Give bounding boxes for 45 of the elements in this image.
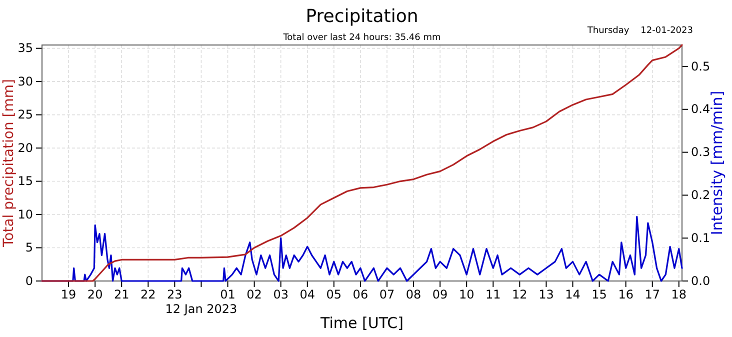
y2-axis-title: Intensity [mm/min] <box>708 90 726 236</box>
x-tick-label: 09 <box>432 288 448 302</box>
y2-tick-label: 0.4 <box>691 102 710 116</box>
x-tick-label: 12 <box>512 288 528 302</box>
x-tick-label: 05 <box>326 288 342 302</box>
y-tick-label: 20 <box>18 140 33 155</box>
x-tick-label: 02 <box>246 288 262 302</box>
y2-tick-label: 0.3 <box>691 145 710 160</box>
x-tick-label: 13 <box>538 288 554 302</box>
x-tick-label: 03 <box>273 288 288 302</box>
x-tick-label: 17 <box>644 288 660 302</box>
y2-tick-label: 0.1 <box>691 230 710 245</box>
x-tick-label: 15 <box>592 288 607 302</box>
y2-tick-label: 0.2 <box>691 188 710 202</box>
x-tick-label: 06 <box>352 288 368 302</box>
x-tick-label: 19 <box>60 288 76 302</box>
text: Thursday 12-01-2023 <box>586 26 693 36</box>
line-series <box>41 44 683 282</box>
y-tick-label: 0 <box>25 274 33 288</box>
x-tick-label: 01 <box>220 288 236 302</box>
x-tick-label: 16 <box>618 288 634 302</box>
y-tick-label: 25 <box>18 108 33 122</box>
text: 12 Jan 2023 <box>165 302 238 316</box>
x-axis-title: Time [UTC] <box>320 314 404 332</box>
x-tick-label: 04 <box>300 288 316 302</box>
y-tick-label: 10 <box>18 207 33 222</box>
x-tick-label: 08 <box>406 288 422 302</box>
x-tick-label: 18 <box>671 288 687 302</box>
y-tick-label: 5 <box>25 240 33 255</box>
y-tick-label: 35 <box>18 41 33 56</box>
y-axis-title: Total precipitation [mm] <box>1 79 17 248</box>
y2-tick-label: 0.0 <box>691 274 710 288</box>
y-tick-label: 15 <box>18 174 33 188</box>
chart-title: Precipitation <box>306 6 418 27</box>
x-tick-label: 11 <box>486 288 501 302</box>
x-tick-label: 10 <box>458 288 474 302</box>
x-tick-label: 22 <box>140 288 156 302</box>
y2-tick-label: 0.5 <box>691 59 710 74</box>
chart-subtitle: Total over last 24 hours: 35.46 mm <box>282 33 441 43</box>
x-tick-label: 20 <box>87 288 103 302</box>
x-tick-label: 21 <box>114 288 130 302</box>
x-tick-label: 23 <box>167 288 182 302</box>
y-tick-label: 30 <box>18 74 33 88</box>
x-tick-label: 14 <box>565 288 580 302</box>
x-tick-label: 07 <box>379 288 395 302</box>
